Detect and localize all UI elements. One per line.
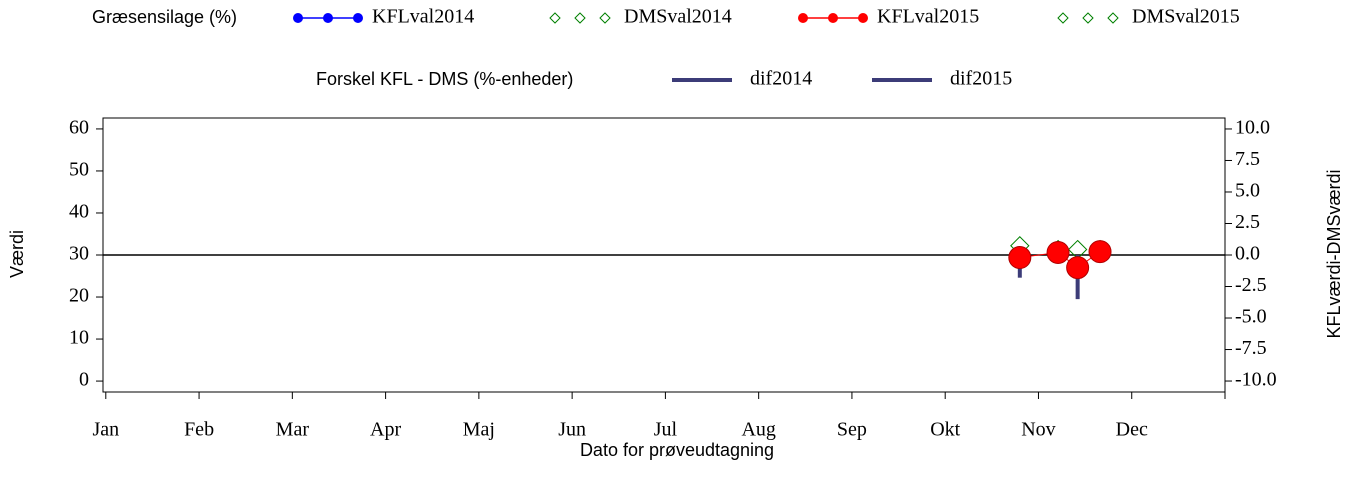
y-axis-label: Værdi bbox=[7, 230, 27, 278]
legend-label: DMSval2014 bbox=[624, 6, 732, 28]
data-point bbox=[1046, 240, 1070, 264]
legend-symbol bbox=[1082, 12, 1094, 24]
legend-label: DMSval2015 bbox=[1132, 6, 1240, 28]
y2-tick-label: 10.0 bbox=[1235, 117, 1270, 139]
legend-label: KFLval2014 bbox=[372, 6, 474, 28]
y2-tick-label: -10.0 bbox=[1235, 369, 1277, 391]
data-point bbox=[1088, 240, 1112, 264]
legend-symbol bbox=[549, 12, 561, 24]
x-tick-label: Okt bbox=[930, 419, 960, 441]
y-tick-label: 20 bbox=[69, 285, 89, 307]
series-line bbox=[1019, 251, 1101, 269]
y2-tick-label: 7.5 bbox=[1235, 148, 1260, 170]
data-point bbox=[1066, 256, 1090, 280]
y-tick-label: 30 bbox=[69, 243, 89, 265]
y-tick-label: 0 bbox=[79, 369, 89, 391]
x-tick-label: Aug bbox=[741, 419, 775, 441]
data-point bbox=[1008, 246, 1032, 270]
y2-tick-label: -2.5 bbox=[1235, 274, 1267, 296]
y-tick-label: 60 bbox=[69, 117, 89, 139]
y2-tick-label: 0.0 bbox=[1235, 243, 1260, 265]
legend-label: dif2014 bbox=[750, 68, 812, 90]
y2-tick-label: 2.5 bbox=[1235, 211, 1260, 233]
x-tick-label: Dec bbox=[1116, 419, 1148, 441]
y2-tick-label: 5.0 bbox=[1235, 180, 1260, 202]
x-tick-label: Mar bbox=[276, 419, 310, 441]
legend-symbol bbox=[858, 13, 868, 23]
x-tick-label: Nov bbox=[1021, 419, 1055, 441]
y-tick-label: 50 bbox=[69, 159, 89, 181]
legend-title: Græsensilage (%) bbox=[92, 7, 237, 27]
x-tick-label: Jul bbox=[654, 419, 678, 441]
legend-symbol bbox=[323, 13, 333, 23]
y2-tick-label: -7.5 bbox=[1235, 337, 1267, 359]
y2-axis-label: KFLværdi-DMSværdi bbox=[1324, 169, 1344, 338]
x-axis-label: Dato for prøveudtagning bbox=[580, 440, 774, 460]
legend-label: KFLval2015 bbox=[877, 6, 979, 28]
x-tick-label: Maj bbox=[463, 419, 495, 441]
legend-title: Forskel KFL - DMS (%-enheder) bbox=[316, 69, 573, 89]
x-tick-label: Jun bbox=[558, 419, 586, 441]
legend-label: dif2015 bbox=[950, 68, 1012, 90]
y2-tick-label: -5.0 bbox=[1235, 306, 1267, 328]
legend-symbol bbox=[798, 13, 808, 23]
x-tick-label: Feb bbox=[184, 419, 214, 441]
y-tick-label: 10 bbox=[69, 327, 89, 349]
legend-symbol bbox=[1057, 12, 1069, 24]
legend-symbol bbox=[828, 13, 838, 23]
legend-symbol bbox=[293, 13, 303, 23]
y-tick-label: 40 bbox=[69, 201, 89, 223]
legend-symbol bbox=[1107, 12, 1119, 24]
legend-symbol bbox=[599, 12, 611, 24]
x-tick-label: Apr bbox=[370, 419, 401, 441]
x-tick-label: Jan bbox=[92, 419, 119, 441]
legend-symbol bbox=[353, 13, 363, 23]
x-tick-label: Sep bbox=[837, 419, 867, 441]
legend-symbol bbox=[574, 12, 586, 24]
